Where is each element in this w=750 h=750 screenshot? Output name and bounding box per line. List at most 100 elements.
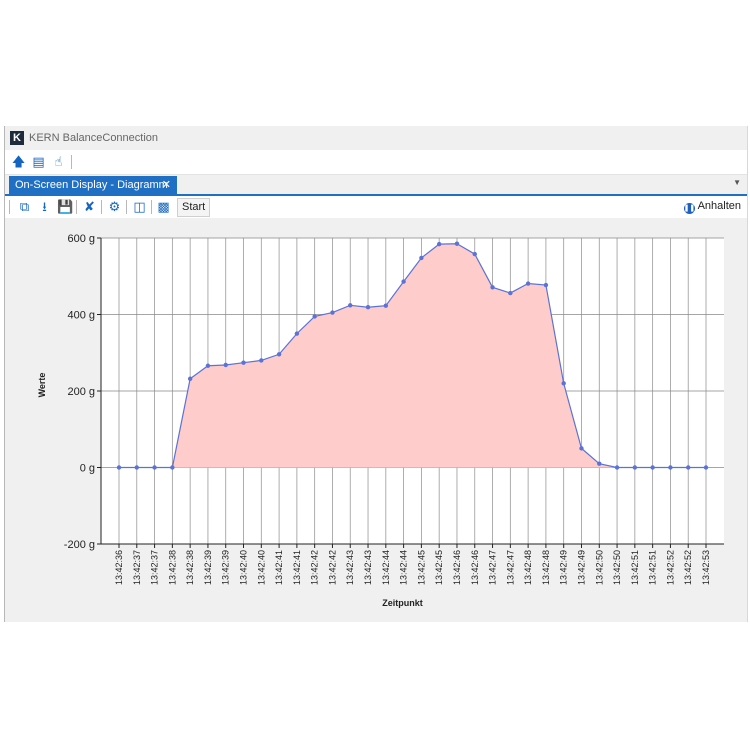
toolbar-separator [126,200,127,214]
x-tick-label: 13:42:41 [292,550,302,585]
data-point [348,303,353,308]
tab-strip: On-Screen Display - Diagramm ✕ ▼ [5,175,747,196]
x-tick-label: 13:42:48 [541,550,551,585]
x-tick-label: 13:42:37 [132,550,142,585]
pause-label: Anhalten [697,200,741,212]
x-tick-label: 13:42:45 [416,550,426,585]
data-point [187,376,193,381]
toolbar-separator [101,200,102,214]
y-tick-label: 200 g [67,386,95,398]
window-layout-icon[interactable]: ▤ [32,154,45,169]
export-icon[interactable]: ◫ [133,199,146,214]
tab-on-screen-display-diagramm[interactable]: On-Screen Display - Diagramm ✕ [9,176,177,194]
x-tick-label: 13:42:40 [239,550,249,585]
settings-gear-icon[interactable]: ⚙ [108,199,121,214]
data-point [614,465,620,470]
x-tick-label: 13:42:46 [452,550,462,585]
data-point [205,363,211,368]
close-icon[interactable]: ✕ [161,179,171,191]
data-point [134,465,139,470]
data-point [116,465,122,470]
data-point [241,360,246,365]
chevron-down-icon[interactable]: ▼ [733,178,741,187]
x-tick-label: 13:42:36 [114,550,124,585]
hand-pointer-icon[interactable]: ☝ [54,154,63,169]
copy-icon[interactable]: ⧉ [19,199,30,214]
x-tick-label: 13:42:44 [381,550,391,585]
data-point [525,281,531,286]
data-point [508,290,513,296]
x-tick-label: 13:42:46 [470,550,480,585]
data-point [152,465,157,470]
data-point [579,446,584,451]
data-point [330,310,335,315]
x-tick-label: 13:42:45 [434,550,444,585]
x-tick-label: 13:42:51 [630,550,640,585]
main-toolbar: 🡅 ▤ ☝ [5,150,747,175]
x-tick-label: 13:42:53 [701,550,711,585]
area-chart: 600 g 400 g 200 g 0 g -200 g 13:42:36 13:42:37… [37,233,724,608]
pause-icon: ❚❚ [683,203,696,214]
x-tick-label: 13:42:42 [310,550,320,585]
data-point [419,255,424,261]
data-point [294,331,300,336]
data-point [668,465,673,470]
x-tick-label: 13:42:43 [363,550,373,585]
x-tick-label: 13:42:49 [576,550,586,585]
x-tick-label: 13:42:52 [665,550,675,585]
y-tick-label: 600 g [67,233,95,245]
save-icon[interactable]: 💾 [57,199,74,214]
x-tick-label: 13:42:41 [274,550,284,585]
pause-button[interactable]: ❚❚ Anhalten [683,198,741,215]
data-point [632,465,638,470]
x-tick-label: 13:42:47 [488,550,498,585]
x-tick-label: 13:42:42 [327,550,337,585]
data-point [454,241,460,246]
x-tick-label: 13:42:49 [559,550,569,585]
x-tick-label: 13:42:37 [150,550,160,585]
x-tick-label: 13:42:44 [399,550,409,585]
download-icon[interactable]: ⭳ [42,199,47,214]
series-line [119,243,706,469]
window-title: KERN BalanceConnection [29,132,159,144]
x-tick-label: 13:42:39 [221,550,231,585]
data-point [543,282,549,288]
data-point [401,279,406,284]
data-point [276,352,282,357]
x-tick-label: 13:42:43 [345,550,355,585]
y-tick-label: -200 g [64,539,95,551]
x-tick-label: 13:42:51 [648,550,658,585]
toolbar-grip [9,200,10,214]
kern-logo-icon: K [10,131,24,145]
upload-arrow-icon[interactable]: 🡅 [11,154,26,169]
application-window: K KERN BalanceConnection 🡅 ▤ ☝ On-Screen… [4,126,748,622]
toolbar-separator [151,200,152,214]
tab-label: On-Screen Display - Diagramm [15,179,168,191]
clear-brush-icon[interactable]: ✘ [84,199,95,214]
data-point [436,241,442,247]
x-axis-title: Zeitpunkt [382,598,423,608]
data-point [365,305,371,310]
data-point [259,358,264,363]
x-tick-label: 13:42:38 [185,550,195,585]
toolbar-separator [71,155,72,169]
start-button[interactable]: Start [177,198,211,217]
x-tick-label: 13:42:39 [203,550,213,585]
data-point [312,314,317,319]
x-tick-label: 13:42:47 [505,550,515,585]
data-point [383,303,389,308]
x-tick-label: 13:42:38 [167,550,177,585]
x-tick-label: 13:42:40 [256,550,266,585]
data-point [686,465,691,470]
x-tick-label: 13:42:52 [683,550,693,585]
data-point [561,381,566,386]
y-tick-label: 0 g [80,463,95,475]
toolbar-separator [76,200,77,214]
data-point [223,362,228,368]
data-point [703,465,709,470]
title-bar: K KERN BalanceConnection [5,126,747,150]
x-tick-label: 13:42:50 [612,550,622,585]
chart-area: 600 g 400 g 200 g 0 g -200 g 13:42:36 13:42:37… [5,218,747,622]
data-point [170,465,175,470]
chart-bars-icon[interactable]: ▩ [157,199,170,214]
